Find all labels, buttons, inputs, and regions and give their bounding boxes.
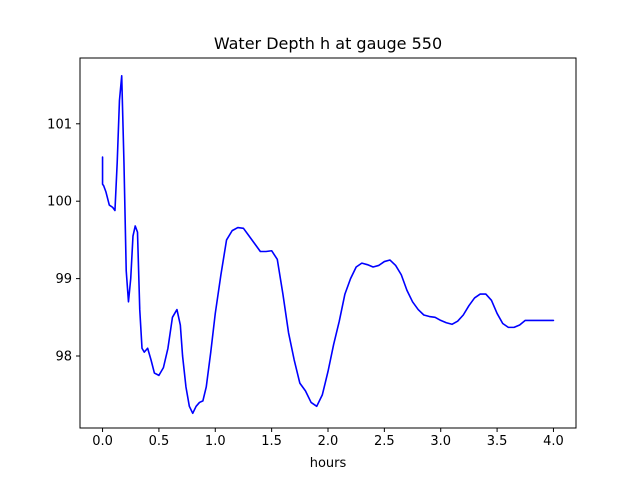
x-tick-label: 4.0 xyxy=(543,434,564,449)
y-tick-label: 101 xyxy=(47,117,72,132)
chart-title: Water Depth h at gauge 550 xyxy=(214,34,442,53)
y-tick-label: 100 xyxy=(47,195,72,210)
x-tick-label: 0.5 xyxy=(149,434,170,449)
x-tick-label: 3.0 xyxy=(430,434,451,449)
x-tick-label: 3.5 xyxy=(487,434,508,449)
x-tick-label: 2.5 xyxy=(374,434,395,449)
x-tick-label: 0.0 xyxy=(92,434,113,449)
x-tick-label: 1.5 xyxy=(261,434,282,449)
series-line-0 xyxy=(101,75,555,415)
x-axis-ticks: 0.0 0.5 1.0 1.5 2.0 2.5 3.0 3.5 4.0 xyxy=(92,428,564,449)
plot-frame xyxy=(79,57,577,429)
y-tick-label: 98 xyxy=(55,350,72,365)
x-tick-label: 1.0 xyxy=(205,434,226,449)
series-layer xyxy=(101,75,555,415)
y-tick-label: 99 xyxy=(55,272,72,287)
x-tick-label: 2.0 xyxy=(318,434,339,449)
x-axis-label: hours xyxy=(310,456,347,471)
y-axis-ticks: 98 99 100 101 xyxy=(47,117,80,365)
